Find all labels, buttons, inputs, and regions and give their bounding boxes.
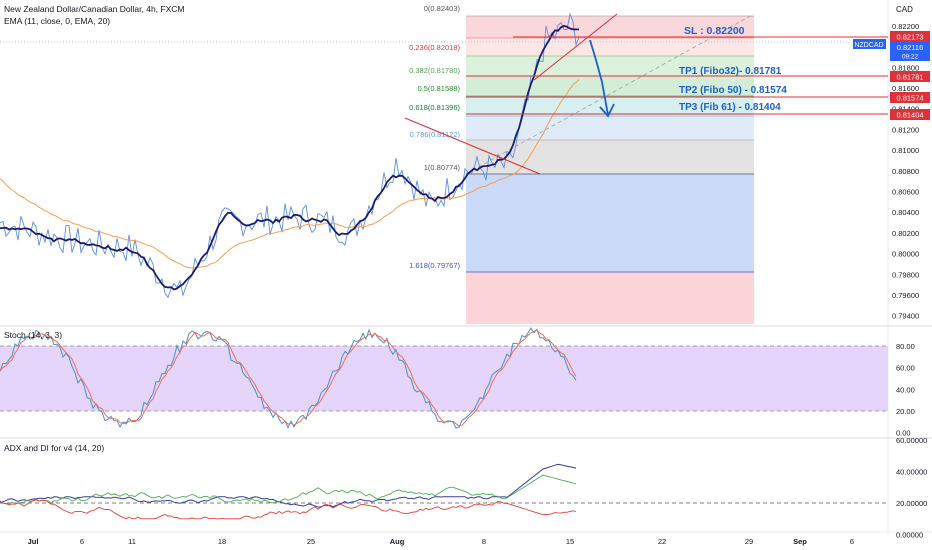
adx-tick-label: 60.00000 <box>896 436 927 445</box>
tp3-price-badge: 0.81404 <box>896 111 923 120</box>
stoch-tick-label: 40.00 <box>896 385 915 394</box>
fib-zone-0-236 <box>466 16 754 38</box>
time-tick-label: 29 <box>745 537 753 546</box>
time-tick-label: Aug <box>390 537 405 546</box>
stoch-tick-label: 60.00 <box>896 364 915 373</box>
time-tick-label: Sep <box>793 537 807 546</box>
fib-zone-1-1618 <box>466 174 754 272</box>
fib-zone-618-786 <box>466 96 754 116</box>
price-tick-label: 0.80200 <box>892 229 919 238</box>
fib-label-1618: 1.618(0.79767) <box>409 261 460 270</box>
last-price: 0.82116 <box>897 43 924 52</box>
time-tick-label: 11 <box>128 537 136 546</box>
adx-tick-label: 20.00000 <box>896 499 927 508</box>
symbol-title: New Zealand Dollar/Canadian Dollar, 4h, … <box>4 4 185 14</box>
stoch-d-line <box>0 329 577 427</box>
price-axis[interactable]: 0.822000.820000.818000.816000.814000.812… <box>892 22 919 321</box>
price-tick-label: 0.79600 <box>892 291 919 300</box>
fib-label-1: 1(0.80774) <box>424 163 461 172</box>
price-tick-label: 0.82200 <box>892 22 919 31</box>
fib-label-618: 0.618(0.81396) <box>409 103 460 112</box>
time-tick-label: 8 <box>482 537 486 546</box>
stoch-tick-label: 20.00 <box>896 407 915 416</box>
forecast-arrow-head <box>599 103 615 118</box>
fib-label-0: 0(0.82403) <box>424 4 461 13</box>
di-minus-line <box>0 499 577 520</box>
smoothed-price-line <box>0 24 579 291</box>
tp1-price-badge-bg <box>890 71 930 82</box>
stoch-band <box>0 346 888 411</box>
adx-axis: 60.00000 40.00000 20.00000 0.00000 <box>896 436 927 540</box>
trade-levels[interactable] <box>466 36 888 115</box>
currency-label: CAD <box>896 5 913 14</box>
price-tick-label: 0.80400 <box>892 208 919 217</box>
tp3-label: TP3 (Fib 61) - 0.81404 <box>679 102 781 113</box>
stoch-title: Stoch (14, 3, 3) <box>4 330 62 340</box>
tp1-label: TP1 (Fibo32)- 0.81781 <box>679 66 782 77</box>
time-tick-label: 6 <box>850 537 854 546</box>
price-tick-label: 0.81000 <box>892 146 919 155</box>
price-tick-label: 0.79800 <box>892 270 919 279</box>
adx-line <box>0 463 577 508</box>
time-axis[interactable]: Jul 6 11 18 25 Aug 8 15 22 29 Sep 6 <box>28 537 855 546</box>
di-plus-line <box>0 474 577 505</box>
fib-label-786: 0.786(0.81122) <box>410 130 461 139</box>
fib-label-382: 0.382(0.81780) <box>409 66 460 75</box>
fib-trend-line <box>465 13 755 175</box>
price-tick-label: 0.79400 <box>892 312 919 321</box>
tp1-price-badge: 0.81781 <box>896 73 923 82</box>
adx-tick-label: 0.00000 <box>896 531 923 540</box>
descending-trendline[interactable] <box>404 117 541 175</box>
time-tick-label: 18 <box>218 537 226 546</box>
last-price-badge-bg <box>890 42 930 61</box>
sl-label: SL : 0.82200 <box>684 25 745 37</box>
tp2-price-badge-bg <box>890 92 930 103</box>
time-tick-label: Jul <box>28 537 39 546</box>
time-tick-label: 6 <box>80 537 84 546</box>
ema-indicator-title: EMA (11, close, 0, EMA, 20) <box>4 16 111 26</box>
fib-zone-236-382 <box>466 38 754 56</box>
sl-price-badge: 0.82173 <box>896 33 923 42</box>
forecast-arrow-line <box>589 39 609 116</box>
fib-label-236: 0.236(0.82018) <box>409 43 460 52</box>
fib-zone-5-618 <box>466 76 754 96</box>
tp3-price-badge-bg <box>890 109 930 120</box>
bar-countdown: 09:22 <box>902 54 919 61</box>
price-line <box>0 12 580 299</box>
fib-zone-1618-plus <box>466 272 754 324</box>
stoch-tick-label: 80.00 <box>896 342 915 351</box>
tp2-price-badge: 0.81574 <box>896 94 923 103</box>
ticker-tag-bg <box>853 39 886 49</box>
stoch-pane[interactable]: 80.00 60.00 40.00 20.00 0.00 Stoch (14, 3, 3… <box>0 327 915 438</box>
fib-label-5: 0.5(0.81588) <box>417 84 460 93</box>
rising-trendline[interactable] <box>533 13 618 81</box>
price-tick-label: 0.81800 <box>892 63 919 72</box>
fibonacci-retracement[interactable] <box>465 13 755 324</box>
adx-pane[interactable]: 60.00000 40.00000 20.00000 0.00000 ADX and … <box>0 436 927 540</box>
fib-zone-1 <box>466 140 754 174</box>
price-tick-label: 0.81600 <box>892 84 919 93</box>
ticker-tag: NZDCAD <box>854 42 883 49</box>
price-tick-label: 0.80000 <box>892 250 919 259</box>
sl-price-badge-bg <box>890 31 930 42</box>
tp2-label: TP2 (Fibo 50) - 0.81574 <box>679 85 787 96</box>
price-tick-label: 0.81200 <box>892 125 919 134</box>
stoch-axis: 80.00 60.00 40.00 20.00 0.00 <box>896 342 915 438</box>
time-tick-label: 25 <box>307 537 315 546</box>
ema-line <box>0 79 580 269</box>
time-tick-label: 15 <box>566 537 574 546</box>
stoch-tick-label: 0.00 <box>896 429 911 438</box>
price-tick-label: 0.80800 <box>892 167 919 176</box>
adx-tick-label: 40.00000 <box>896 468 927 477</box>
fib-zone-786-1 <box>466 116 754 140</box>
adx-title: ADX and DI for v4 (14, 20) <box>4 443 104 453</box>
time-tick-label: 22 <box>658 537 666 546</box>
price-tick-label: 0.80600 <box>892 187 919 196</box>
